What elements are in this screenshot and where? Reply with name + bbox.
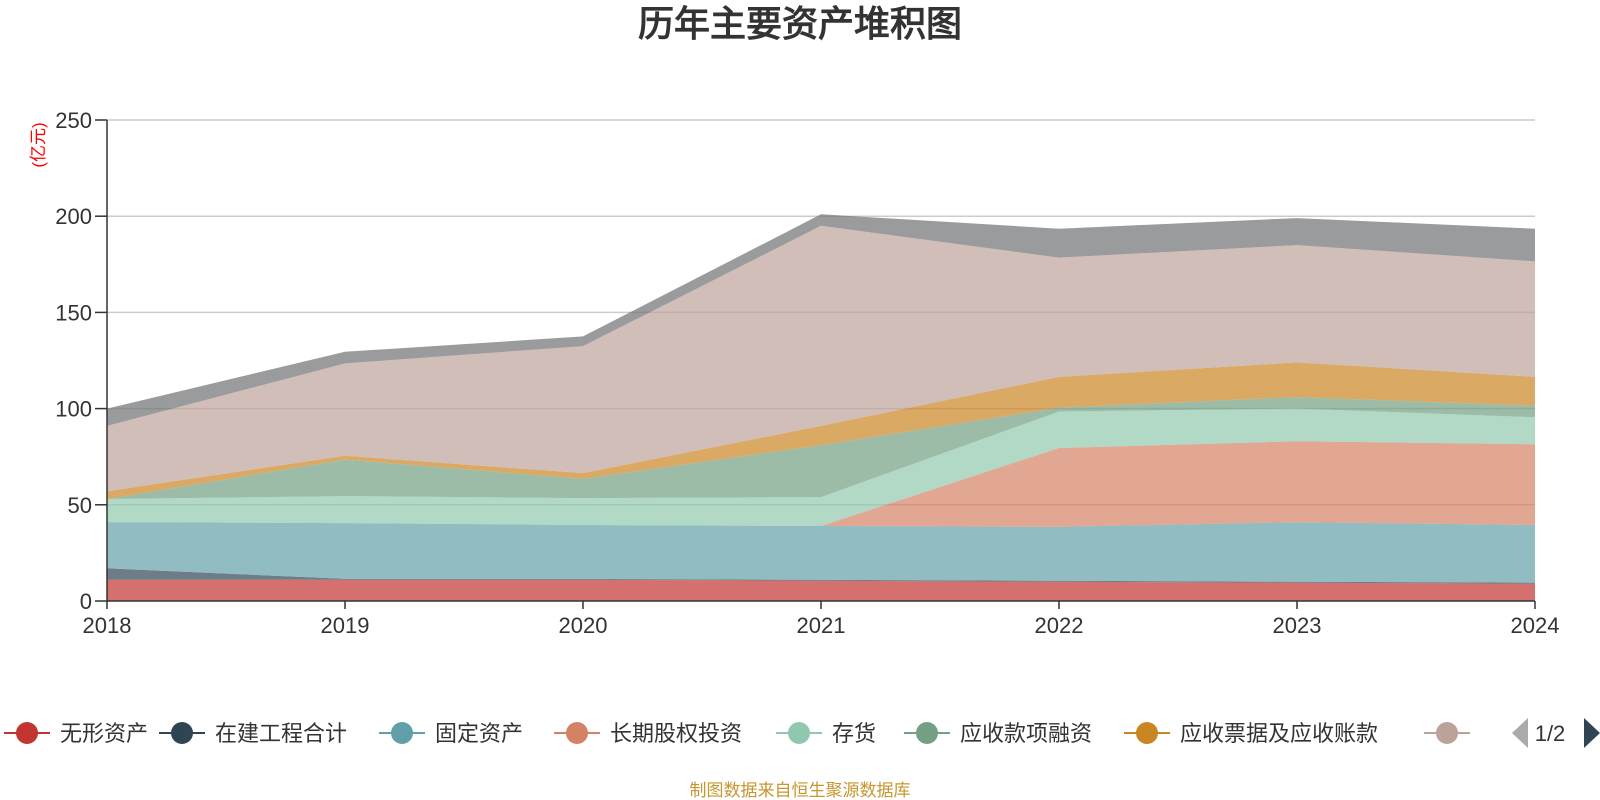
area-series-7[interactable]: [107, 225, 1535, 492]
legend-label: 无形资产: [60, 721, 148, 746]
area-series-8[interactable]: [107, 214, 1535, 426]
x-tick-label: 2023: [1273, 613, 1322, 638]
area-series-4[interactable]: [107, 408, 1535, 526]
legend-item[interactable]: 长期股权投资: [554, 721, 742, 746]
y-tick-label: 100: [55, 397, 92, 422]
legend-page-indicator: 1/2: [1535, 721, 1566, 746]
legend-label: 存货: [832, 721, 876, 746]
plot-area: [107, 214, 1535, 601]
legend-marker-icon: [171, 722, 193, 744]
y-ticks: 0 50 100 150 200 250: [55, 108, 107, 614]
area-series-3[interactable]: [107, 441, 1535, 527]
source-note: 制图数据来自恒生聚源数据库: [690, 781, 911, 800]
x-tick-label: 2022: [1035, 613, 1084, 638]
area-series-0[interactable]: [107, 579, 1535, 601]
legend-item[interactable]: 在建工程合计: [159, 721, 347, 746]
legend-item[interactable]: [1424, 722, 1470, 744]
y-tick-label: 150: [55, 300, 92, 325]
y-tick-label: 200: [55, 204, 92, 229]
x-tick-label: 2024: [1511, 613, 1560, 638]
y-tick-label: 250: [55, 108, 92, 133]
legend-marker-icon: [788, 722, 810, 744]
chart-title: 历年主要资产堆积图: [638, 3, 962, 44]
unit-label: (亿元): [29, 122, 48, 167]
legend-item[interactable]: 固定资产: [379, 721, 523, 746]
x-tick-label: 2021: [797, 613, 846, 638]
legend-label: 在建工程合计: [215, 721, 347, 746]
legend-pager: 1/2: [1512, 718, 1600, 748]
legend-marker-icon: [1136, 722, 1158, 744]
x-tick-label: 2018: [83, 613, 132, 638]
y-tick-label: 0: [80, 589, 92, 614]
x-tick-label: 2019: [321, 613, 370, 638]
legend-marker-icon: [916, 722, 938, 744]
legend-item[interactable]: 无形资产: [4, 721, 148, 746]
x-ticks: 2018 2019 2020 2021 2022 2023 2024: [83, 601, 1560, 638]
area-series-5[interactable]: [107, 397, 1535, 499]
legend-marker-icon: [1436, 722, 1458, 744]
legend-marker-icon: [566, 722, 588, 744]
area-series-2[interactable]: [107, 522, 1535, 583]
legend-item[interactable]: 应收款项融资: [904, 721, 1092, 746]
y-tick-label: 50: [68, 493, 92, 518]
legend-label: 应收票据及应收账款: [1180, 721, 1378, 746]
legend-marker-icon: [16, 722, 38, 744]
legend-label: 固定资产: [435, 721, 523, 746]
legend-label: 长期股权投资: [610, 721, 742, 746]
legend-item[interactable]: 存货: [776, 721, 876, 746]
legend-label: 应收款项融资: [960, 721, 1092, 746]
area-series-1[interactable]: [107, 568, 1535, 584]
legend-marker-icon: [391, 722, 413, 744]
legend-prev-icon[interactable]: [1512, 718, 1528, 748]
legend: 无形资产 在建工程合计 固定资产 长期股权投资 存货 应收款项融资 应收票据及应收账款: [4, 721, 1470, 746]
legend-next-icon[interactable]: [1584, 718, 1600, 748]
x-tick-label: 2020: [559, 613, 608, 638]
area-series-6[interactable]: [107, 362, 1535, 499]
legend-item[interactable]: 应收票据及应收账款: [1124, 721, 1378, 746]
